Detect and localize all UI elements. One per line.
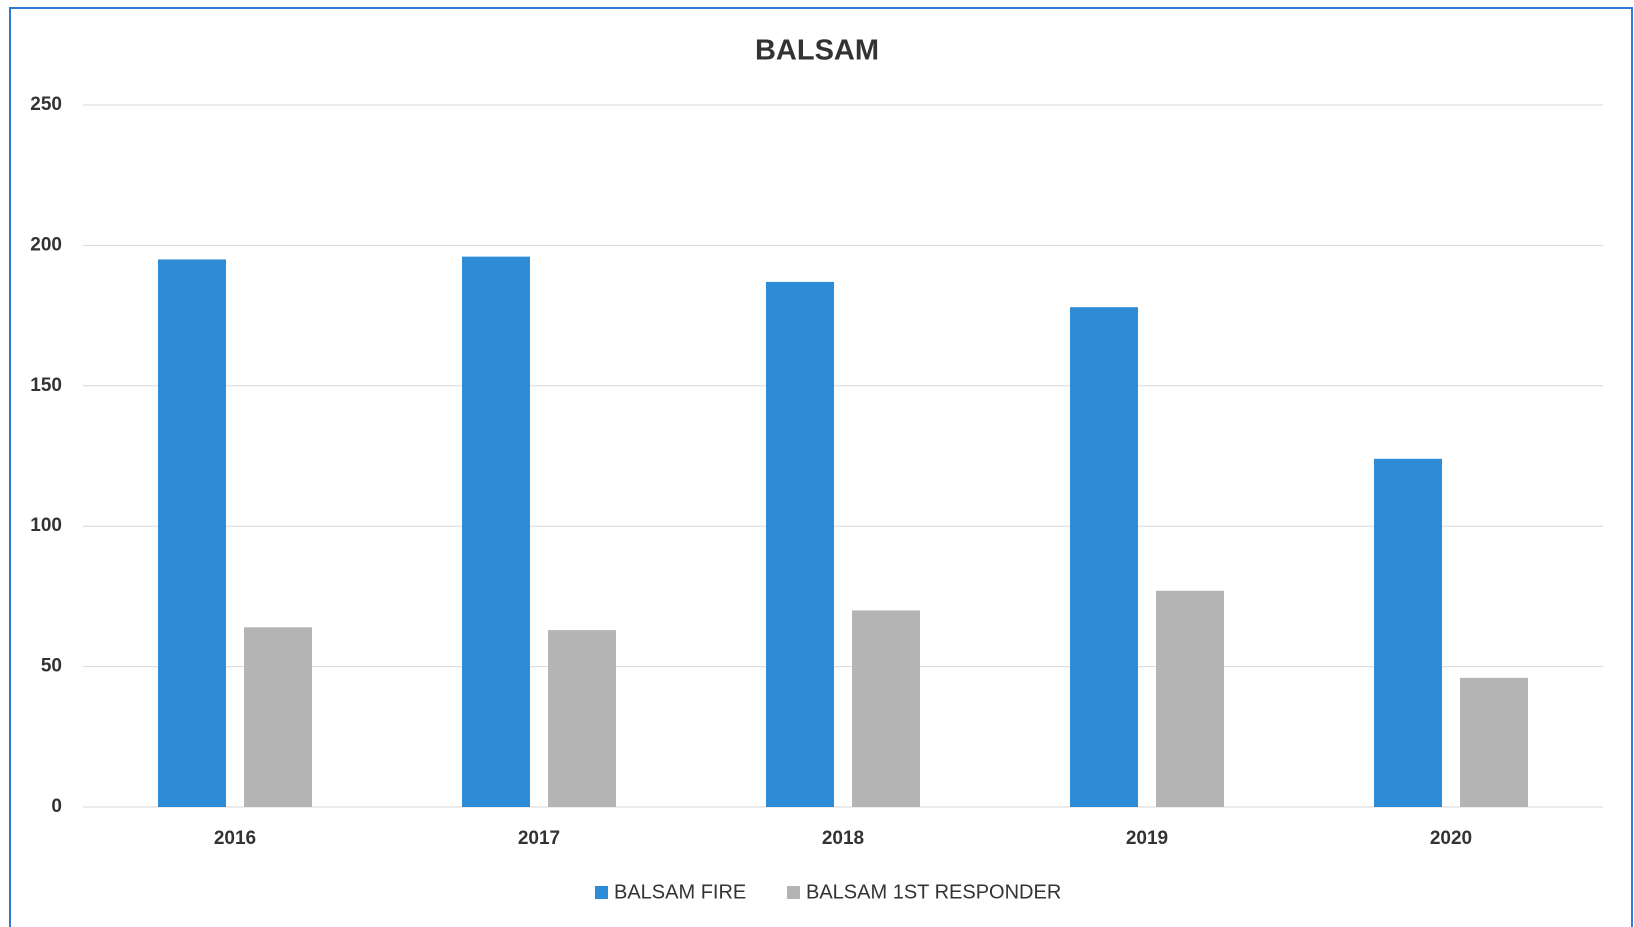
- y-tick-label: 250: [30, 94, 62, 115]
- chart-frame: [9, 7, 1633, 927]
- bar: [766, 281, 834, 807]
- y-tick-label: 150: [30, 375, 62, 396]
- chart-title: BALSAM: [755, 35, 879, 67]
- legend-label: BALSAM FIRE: [614, 881, 746, 903]
- x-tick-label: 2018: [822, 828, 864, 849]
- bar: [1070, 307, 1138, 807]
- legend-swatch: [787, 886, 800, 899]
- bar: [462, 256, 530, 808]
- y-tick-label: 50: [41, 656, 62, 677]
- bar: [244, 627, 312, 807]
- legend-swatch: [595, 886, 608, 899]
- y-tick-label: 200: [30, 234, 62, 255]
- bar: [158, 259, 226, 807]
- bar: [852, 610, 920, 807]
- bar: [1374, 458, 1442, 807]
- x-tick-label: 2020: [1430, 828, 1472, 849]
- x-tick-label: 2017: [518, 828, 560, 849]
- y-tick-label: 0: [51, 796, 62, 817]
- x-tick-label: 2019: [1126, 828, 1168, 849]
- legend-label: BALSAM 1ST RESPONDER: [806, 881, 1061, 903]
- bar: [1460, 677, 1528, 807]
- bar: [548, 630, 616, 807]
- y-tick-label: 100: [30, 515, 62, 536]
- bar: [1156, 590, 1224, 807]
- x-tick-label: 2016: [214, 828, 256, 849]
